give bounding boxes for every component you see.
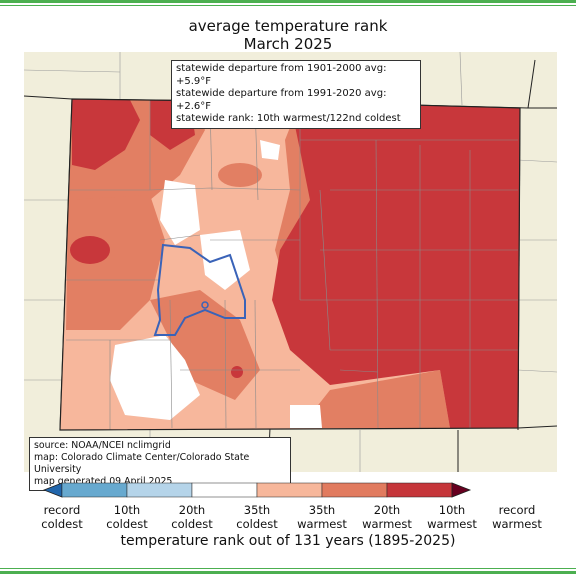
legend-label-type: warmest [362, 517, 412, 531]
source-box: source: NOAA/NCEI nclimgrid map: Colorad… [29, 437, 291, 491]
generated-date-line: map generated 09 April 2025 [34, 476, 173, 487]
central-near-normal-region [160, 180, 200, 245]
map-title: average temperature rank [188, 17, 388, 35]
colorbar-segment-35th-warmest [256, 482, 323, 498]
legend-label-rank: record [43, 503, 81, 517]
central-10-20-patch [218, 163, 262, 187]
legend-label-type: warmest [427, 517, 477, 531]
west-small-10th-warm-patch [70, 236, 110, 264]
colorbar-segment-35th-coldest [191, 482, 258, 498]
bottom-frame-thin-line [0, 568, 576, 569]
basin-inner-outline [201, 301, 209, 309]
legend-label-rank: 35th [243, 503, 271, 517]
top-frame-line [0, 0, 576, 3]
legend-label-rank: 10th [113, 503, 141, 517]
source-line: source: NOAA/NCEI nclimgrid [34, 440, 171, 451]
colorado-rank-fill [60, 99, 520, 430]
eastern-plains-10th-warm-region [272, 102, 520, 428]
stat-departure-1901: statewide departure from 1901-2000 avg: … [176, 63, 387, 87]
stat-departure-1991: statewide departure from 1991-2020 avg: … [176, 88, 387, 112]
bottom-frame-line [0, 571, 576, 574]
top-frame-thin-line [0, 5, 576, 6]
legend-label-type: coldest [106, 517, 148, 531]
colorbar-segment-20th-warmest [321, 482, 388, 498]
legend-colorbar [42, 482, 472, 498]
legend-label-type: warmest [492, 517, 542, 531]
county-lines [66, 99, 518, 430]
legend-label-type: coldest [171, 517, 213, 531]
statewide-stats-box: statewide departure from 1901-2000 avg: … [171, 60, 421, 129]
southwest-near-normal-region [110, 335, 200, 420]
south-small-10th-warm-patch [231, 366, 243, 378]
north-near-normal-patch [260, 140, 280, 160]
stat-rank: statewide rank: 10th warmest/122nd colde… [176, 113, 401, 124]
legend-label-type: coldest [236, 517, 278, 531]
colorbar-segment-10th-warmest [386, 482, 453, 498]
west-10-20-region [66, 195, 165, 330]
south-near-normal-patch [290, 405, 322, 428]
legend-label-type: coldest [41, 517, 83, 531]
colorbar-arrow-record-warmest [451, 482, 472, 498]
legend-label-rank: 10th [438, 503, 466, 517]
legend-title: temperature rank out of 131 years (1895-… [120, 533, 456, 549]
southeast-10-20-region [300, 370, 450, 428]
northwest-10th-warm-region [72, 99, 140, 170]
legend-label-rank: 20th [178, 503, 206, 517]
colorbar-segment-10th-coldest [61, 482, 128, 498]
legend-label-rank: 35th [308, 503, 336, 517]
colorbar-arrow-record-coldest [42, 482, 63, 498]
highlighted-basin-outline [153, 243, 246, 336]
colorbar-segment-20th-coldest [126, 482, 193, 498]
map-credit-line: map: Colorado Climate Center/Colorado St… [34, 452, 250, 475]
legend-label-rank: 20th [373, 503, 401, 517]
legend-label-type: warmest [297, 517, 347, 531]
temperature-rank-map [24, 52, 557, 472]
legend-label-rank: record [498, 503, 536, 517]
map-subtitle: March 2025 [243, 35, 333, 53]
